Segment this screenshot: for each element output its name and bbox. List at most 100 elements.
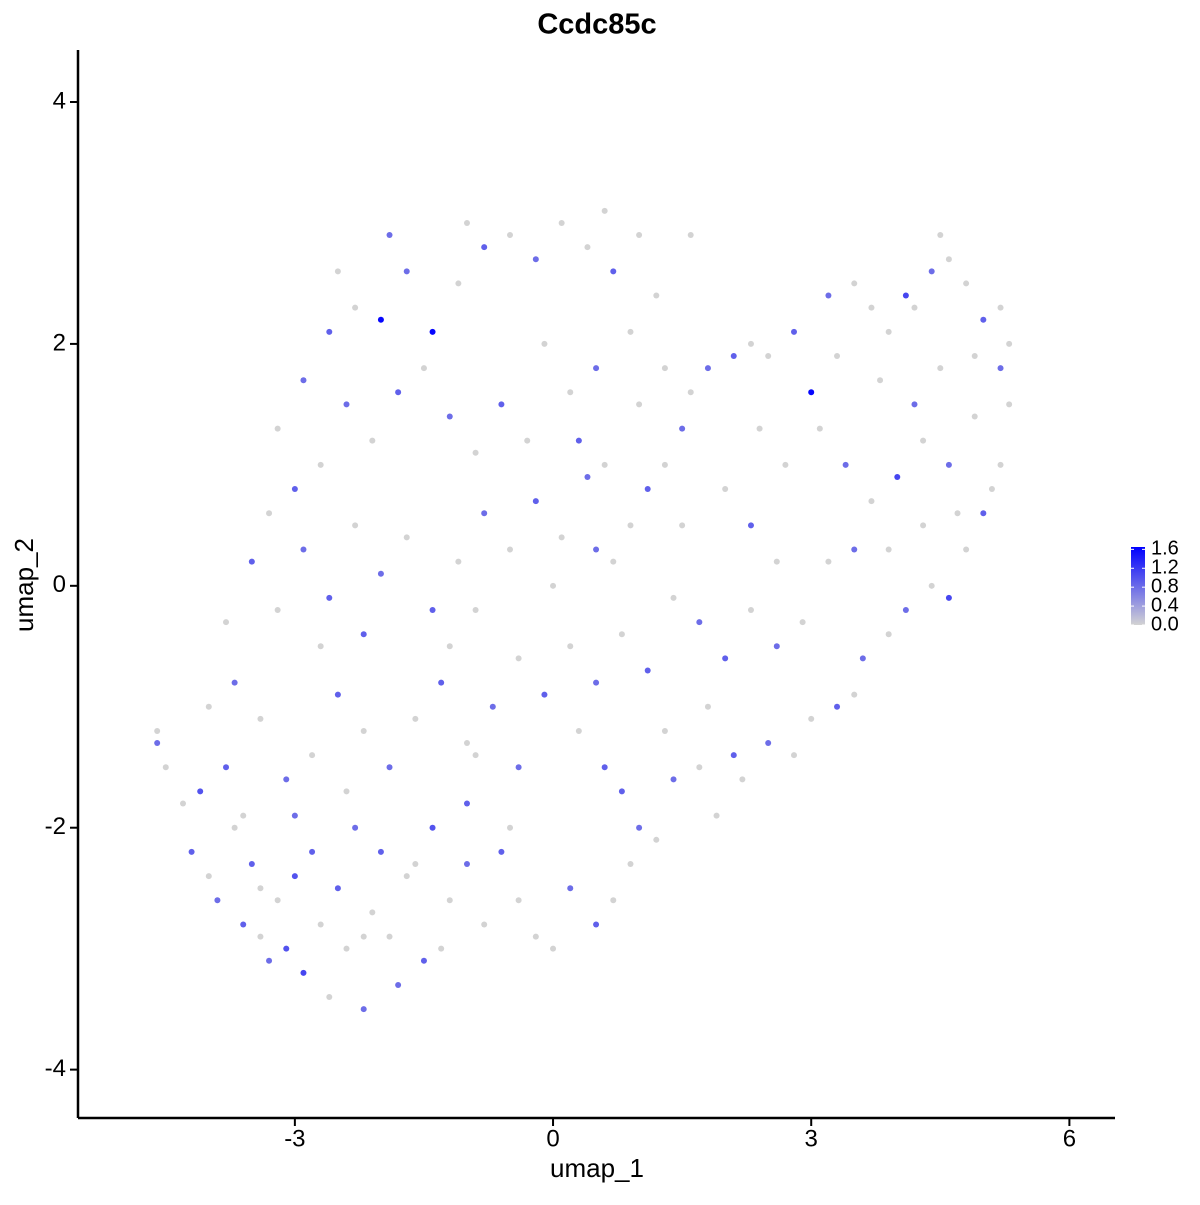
y-axis-label: umap_2 <box>9 538 39 632</box>
cell-point <box>859 655 866 662</box>
cell-point <box>352 522 359 529</box>
cell-point <box>567 885 574 892</box>
cell-point <box>885 546 892 553</box>
cell-point <box>704 703 711 710</box>
cell-point <box>360 631 367 638</box>
cell-point <box>291 873 298 880</box>
cell-point <box>825 292 832 299</box>
cell-point <box>799 619 806 626</box>
cell-point <box>231 679 238 686</box>
cell-point <box>334 885 341 892</box>
cell-point <box>756 425 763 432</box>
cell-point <box>240 812 247 819</box>
cell-point <box>205 873 212 880</box>
cell-point <box>550 945 557 952</box>
cell-point <box>661 727 668 734</box>
cell-point <box>997 461 1004 468</box>
cell-point <box>575 727 582 734</box>
cell-point <box>636 401 643 408</box>
cell-point <box>653 836 660 843</box>
cell-point <box>360 1006 367 1013</box>
cell-point <box>309 848 316 855</box>
cell-point <box>438 679 445 686</box>
cell-point <box>593 365 600 372</box>
cell-point <box>369 909 376 916</box>
cell-point <box>507 546 514 553</box>
cell-point <box>412 861 419 868</box>
cell-point <box>463 740 470 747</box>
cell-point <box>937 365 944 372</box>
cell-point <box>446 413 453 420</box>
cell-point <box>197 788 204 795</box>
cell-point <box>911 401 918 408</box>
colorbar-tick-label: 1.6 <box>1151 538 1179 560</box>
cell-point <box>334 691 341 698</box>
cell-point <box>610 558 617 565</box>
cell-point <box>343 401 350 408</box>
cell-point <box>842 461 849 468</box>
cell-point <box>618 788 625 795</box>
cell-point <box>343 945 350 952</box>
cell-point <box>644 667 651 674</box>
cell-point <box>481 921 488 928</box>
cell-point <box>601 764 608 771</box>
cell-point <box>360 727 367 734</box>
cell-point <box>420 365 427 372</box>
cell-point <box>851 546 858 553</box>
x-axis-label: umap_1 <box>550 1153 644 1183</box>
cell-point <box>386 764 393 771</box>
cell-point <box>928 582 935 589</box>
cell-point <box>713 812 720 819</box>
cell-point <box>679 425 686 432</box>
cell-point <box>205 703 212 710</box>
cell-point <box>825 558 832 565</box>
cell-point <box>791 328 798 335</box>
cell-point <box>704 365 711 372</box>
cell-point <box>877 377 884 384</box>
cell-point <box>988 486 995 493</box>
cell-point <box>920 522 927 529</box>
cell-point <box>627 328 634 335</box>
cell-point <box>317 461 324 468</box>
cell-point <box>644 486 651 493</box>
cell-point <box>412 715 419 722</box>
cell-point <box>593 679 600 686</box>
cell-point <box>782 461 789 468</box>
cell-point <box>455 280 462 287</box>
cell-point <box>274 425 281 432</box>
cell-point <box>317 643 324 650</box>
cell-point <box>808 715 815 722</box>
cell-point <box>274 607 281 614</box>
chart-title: Ccdc85c <box>537 9 656 41</box>
colorbar-tick-label: 1.2 <box>1151 557 1179 579</box>
cell-point <box>636 232 643 239</box>
cell-point <box>352 304 359 311</box>
cell-point <box>429 824 436 831</box>
cell-point <box>360 933 367 940</box>
cell-point <box>885 328 892 335</box>
x-tick-label: 3 <box>805 1125 818 1152</box>
cell-point <box>463 800 470 807</box>
cell-point <box>438 945 445 952</box>
cell-point <box>747 607 754 614</box>
cell-point <box>446 897 453 904</box>
cell-point <box>541 691 548 698</box>
cell-point <box>386 933 393 940</box>
cell-point <box>446 643 453 650</box>
cell-point <box>963 546 970 553</box>
y-tick-label: 4 <box>53 87 66 114</box>
cell-point <box>515 897 522 904</box>
cell-point <box>730 752 737 759</box>
cell-point <box>765 353 772 360</box>
y-tick-label: -4 <box>45 1055 66 1082</box>
cell-point <box>334 268 341 275</box>
cell-point <box>507 824 514 831</box>
cell-point <box>248 558 255 565</box>
cell-point <box>816 425 823 432</box>
cell-point <box>661 365 668 372</box>
cell-point <box>257 933 264 940</box>
cell-point <box>463 219 470 226</box>
cell-point <box>885 631 892 638</box>
cell-point <box>661 461 668 468</box>
cell-point <box>868 498 875 505</box>
